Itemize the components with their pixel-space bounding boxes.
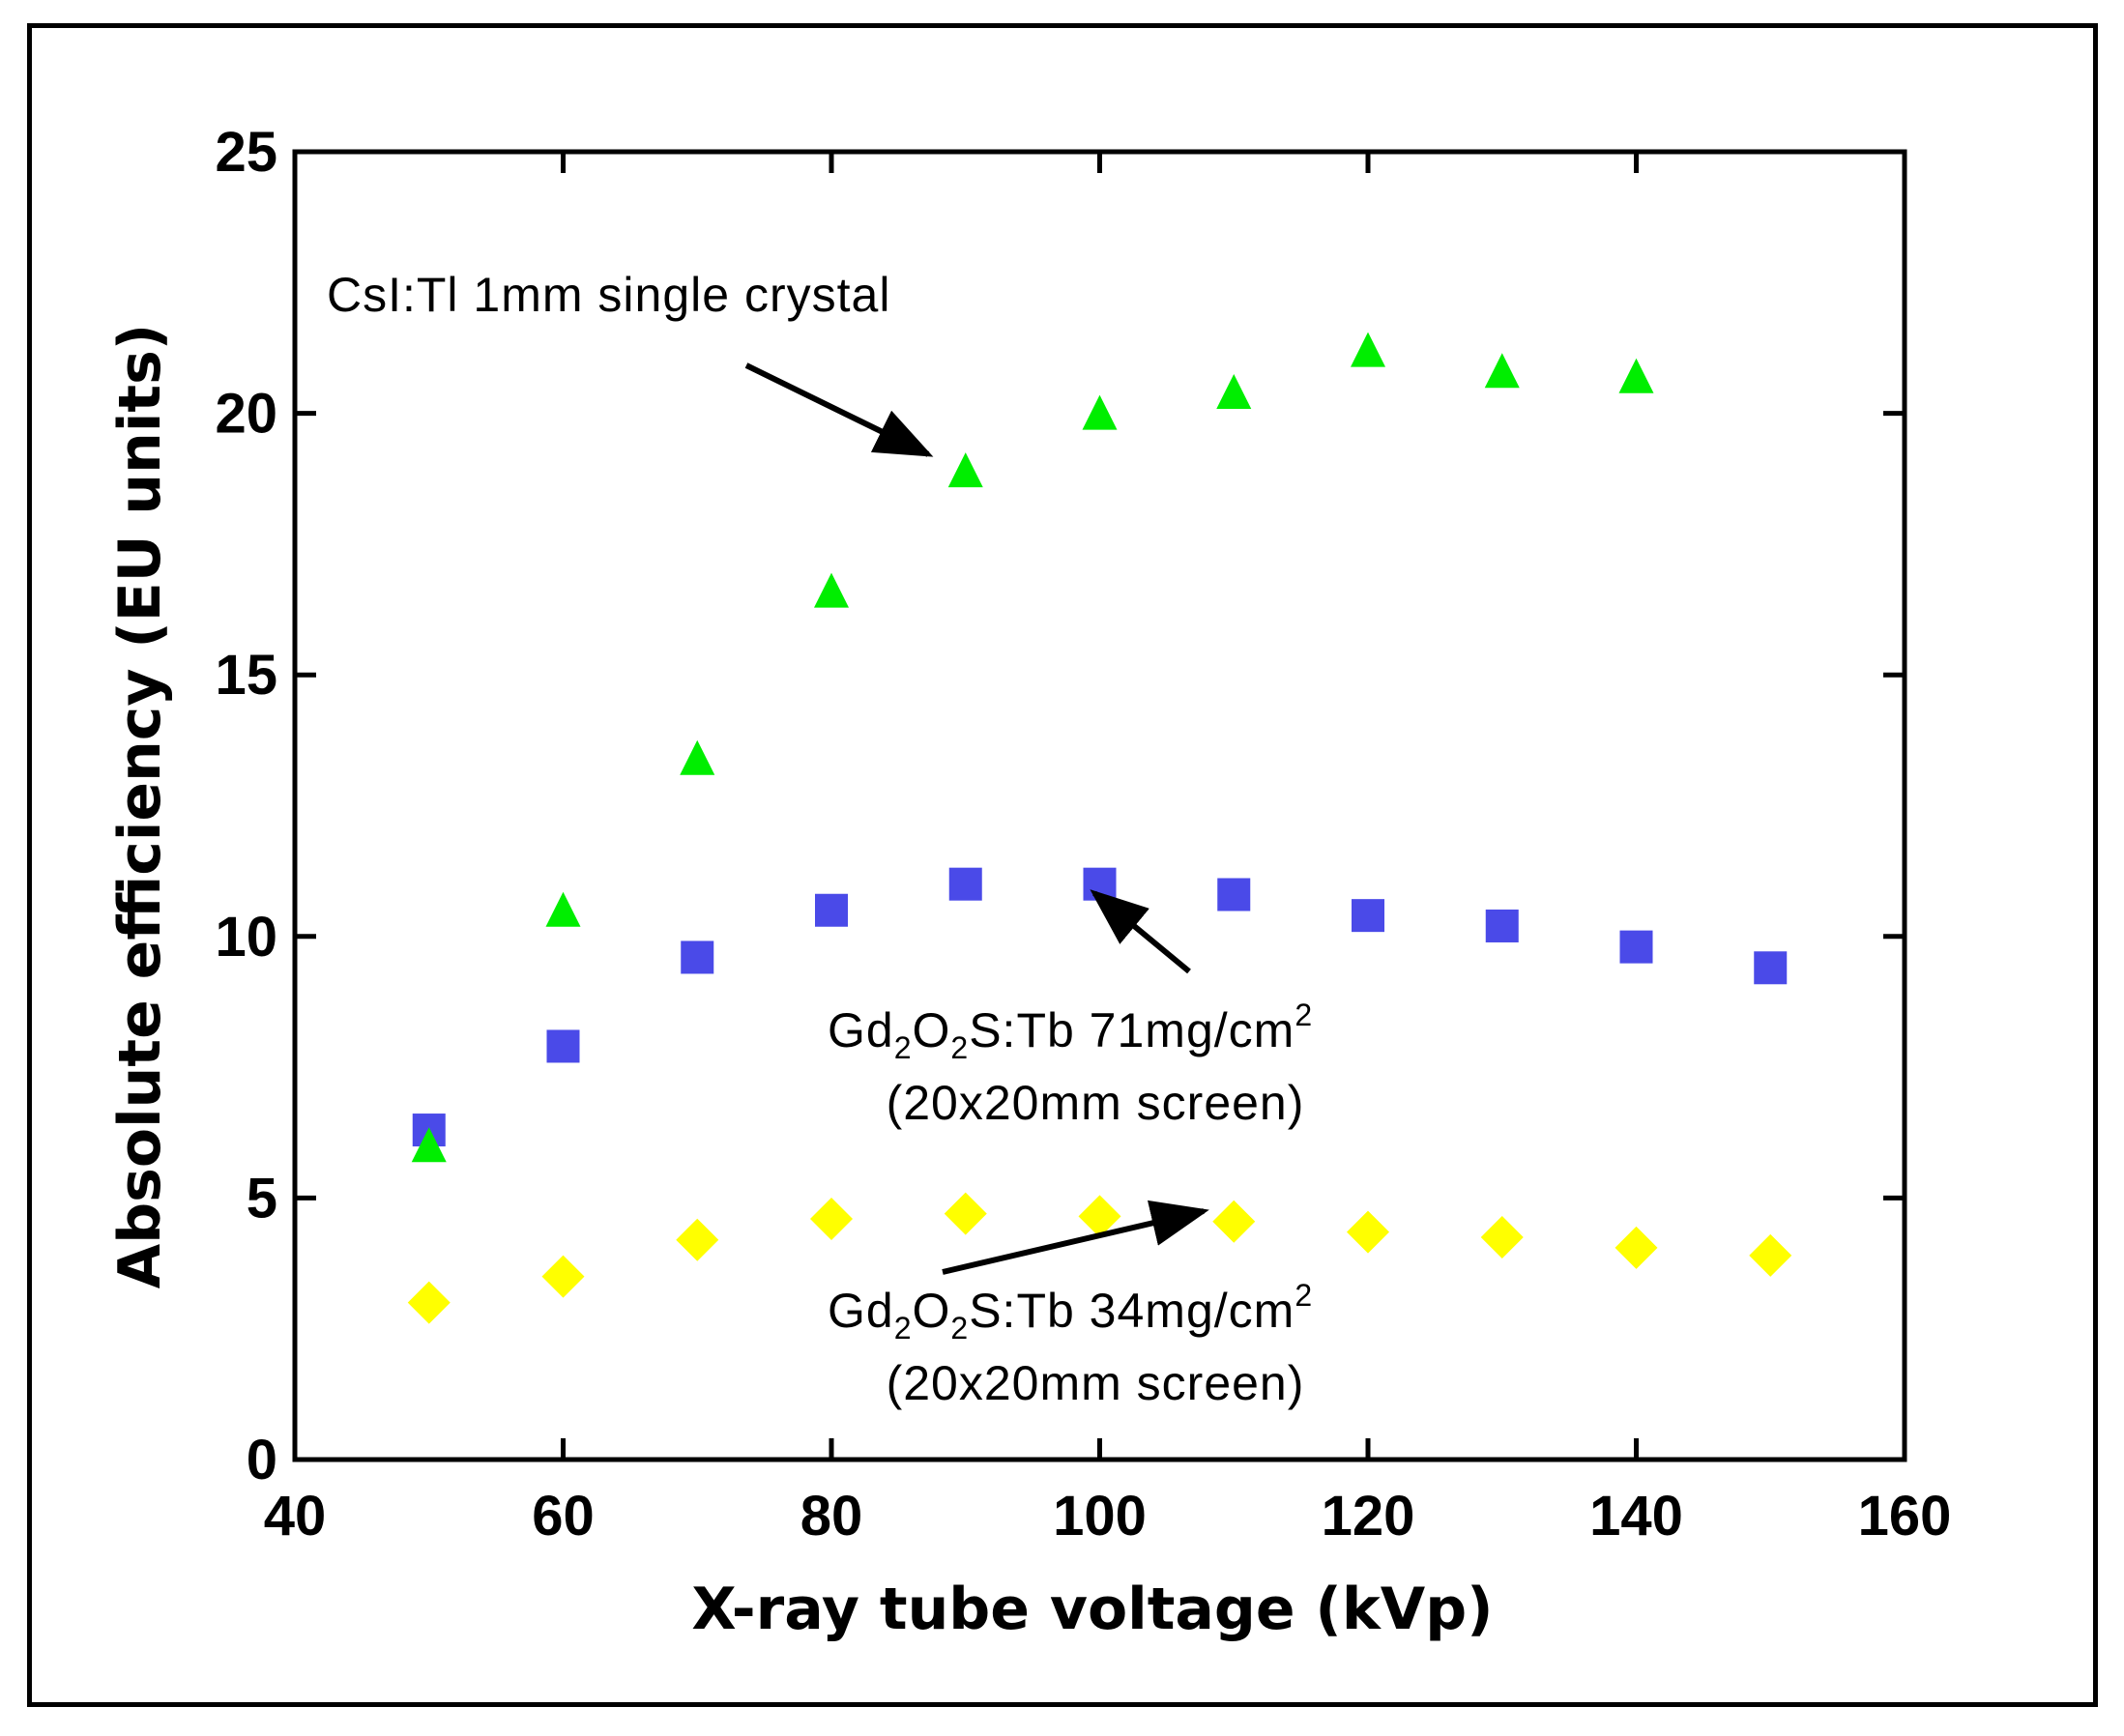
data-markers <box>407 332 1792 1324</box>
gd34-diamond-point <box>1749 1233 1792 1277</box>
gd71-square-point <box>1619 930 1653 964</box>
y-tick-label: 10 <box>215 906 277 969</box>
gd34-diamond-point <box>407 1281 451 1324</box>
csi-triangle-point <box>680 739 715 775</box>
csi-triangle-point <box>947 452 983 488</box>
gd71-square-point <box>1485 909 1519 942</box>
gd34-diamond-point <box>1212 1200 1256 1243</box>
gd71-square-point <box>815 893 848 927</box>
gd34-diamond-point <box>1347 1210 1389 1254</box>
gd71-square-point <box>1754 951 1788 985</box>
annotation-gd34-line2: (20x20mm screen) <box>887 1356 1305 1410</box>
x-tick-label: 140 <box>1589 1485 1683 1548</box>
gd34-diamond-point <box>541 1255 585 1298</box>
x-tick-label: 40 <box>264 1485 327 1548</box>
annotation-csi-label: CsI:Tl 1mm single crystal <box>327 268 890 322</box>
gd34-diamond-point <box>944 1192 987 1235</box>
gd34-diamond-point <box>676 1218 719 1261</box>
x-tick-label: 80 <box>800 1485 863 1548</box>
y-tick-label: 20 <box>215 383 277 446</box>
x-tick-label: 60 <box>532 1485 595 1548</box>
axis-ticks: 40 60 80 100 120 140 160 0 5 10 15 20 25 <box>215 121 1951 1548</box>
y-tick-label: 15 <box>215 644 277 707</box>
gd71-square-point <box>546 1029 580 1063</box>
csi-triangle-point <box>1082 394 1118 430</box>
x-tick-label: 120 <box>1322 1485 1415 1548</box>
annotation-gd71-arrow <box>1090 889 1191 974</box>
gd34-diamond-point <box>1078 1195 1121 1238</box>
chart-frame <box>27 23 2098 1707</box>
csi-triangle-point <box>545 891 581 927</box>
csi-triangle-point <box>1351 332 1385 367</box>
plot-area <box>292 149 1907 1462</box>
x-tick-label: 160 <box>1858 1485 1952 1548</box>
csi-triangle-point <box>1484 353 1520 389</box>
x-axis-title: X-ray tube voltage (kVp) <box>691 1576 1493 1643</box>
csi-triangle-point <box>411 1127 447 1163</box>
gd71-square-point <box>948 867 982 901</box>
gd71-square-point <box>681 940 714 974</box>
y-axis-title: Absolute efficiency (EU units) <box>106 324 174 1288</box>
annotation-gd34-arrow <box>942 1200 1209 1275</box>
gd71-square-point <box>1352 899 1384 933</box>
gd34-diamond-point <box>810 1198 853 1241</box>
annotation-gd71-label: Gd2O2S:Tb 71mg/cm2 <box>828 998 1313 1065</box>
csi-triangle-point <box>1216 373 1252 409</box>
x-tick-label: 100 <box>1053 1485 1147 1548</box>
annotation-csi-arrow <box>744 362 934 457</box>
gd34-diamond-point <box>1480 1215 1524 1259</box>
y-tick-label: 5 <box>247 1167 277 1230</box>
csi-triangle-point <box>814 572 849 608</box>
annotation-gd71-line2: (20x20mm screen) <box>887 1076 1305 1130</box>
y-tick-label: 0 <box>247 1429 277 1491</box>
y-tick-label: 25 <box>215 121 277 184</box>
gd71-square-point <box>1217 878 1251 911</box>
gd34-diamond-point <box>1615 1226 1658 1269</box>
annotation-gd34-label: Gd2O2S:Tb 34mg/cm2 <box>828 1278 1313 1345</box>
csi-triangle-point <box>1618 358 1654 393</box>
